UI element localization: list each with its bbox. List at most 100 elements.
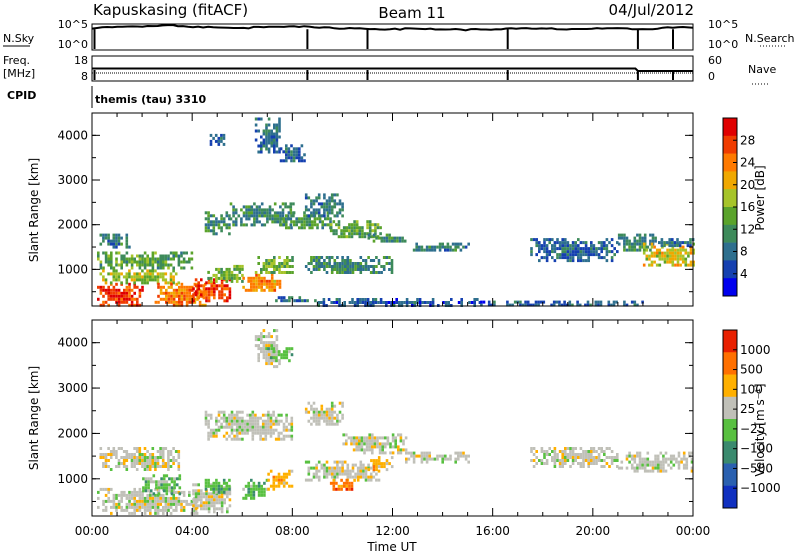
power-cell [372, 301, 375, 304]
power-cell [207, 214, 210, 218]
velocity-cell [104, 465, 108, 468]
power-cell [300, 220, 304, 224]
power-cell [333, 259, 337, 262]
power-cell [240, 223, 243, 227]
power-cell [233, 267, 236, 271]
velocity-cell [128, 505, 131, 509]
power-cell [284, 202, 287, 206]
velocity-cell [177, 465, 181, 468]
power-cell [545, 238, 549, 242]
velocity-cell [371, 448, 374, 452]
power-cell [548, 250, 551, 254]
velocity-cell [348, 487, 351, 491]
velocity-cell [345, 478, 349, 482]
power-cell [115, 297, 118, 301]
velocity-cell [222, 487, 226, 491]
power-cell [169, 251, 173, 255]
power-cell [282, 159, 285, 163]
velocity-cell [178, 474, 182, 478]
velocity-cell [228, 413, 231, 417]
power-cell [577, 250, 580, 254]
velocity-cell [360, 442, 364, 446]
velocity-cell [110, 511, 113, 515]
power-cell [385, 239, 389, 243]
power-cell [354, 265, 357, 268]
velocity-cell [288, 359, 291, 363]
power-cell [283, 262, 286, 265]
power-cell [300, 217, 304, 221]
power-cell [372, 298, 375, 301]
velocity-cell [571, 453, 575, 456]
power-cell [295, 223, 298, 227]
power-cell [151, 251, 155, 255]
power-cell [312, 202, 316, 206]
power-cell [336, 262, 339, 265]
power-cell [556, 247, 559, 251]
velocity-cell [238, 419, 242, 423]
velocity-cell [267, 356, 271, 360]
velocity-cell [143, 465, 147, 468]
power-cell [654, 236, 657, 240]
power-cell [266, 211, 269, 215]
power-cell [115, 263, 118, 267]
power-cell [102, 251, 105, 255]
power-cell [225, 214, 229, 218]
power-cell [228, 223, 231, 227]
velocity-cell [617, 466, 621, 470]
velocity-cell [215, 507, 219, 511]
velocity-cell [328, 419, 331, 423]
power-cell [579, 247, 583, 251]
velocity-cell [381, 445, 384, 449]
velocity-cell [269, 425, 273, 429]
velocity-cell [222, 410, 226, 414]
velocity-cell [217, 487, 221, 491]
velocity-cell [213, 498, 216, 502]
velocity-cell [356, 472, 360, 476]
velocity-cell [115, 456, 118, 459]
power-cell [603, 256, 606, 260]
velocity-cell [102, 487, 105, 491]
velocity-cell [636, 463, 639, 467]
power-cell [217, 226, 221, 230]
velocity-cell [104, 456, 108, 459]
power-cell [115, 272, 118, 276]
velocity-cell [210, 504, 213, 508]
power-cell [674, 248, 677, 252]
velocity-cell [151, 505, 155, 509]
power-cell [220, 267, 223, 271]
velocity-cell [107, 496, 110, 500]
velocity-cell [275, 335, 279, 339]
power-cell [658, 241, 661, 245]
power-cell [112, 278, 116, 282]
power-cell [209, 229, 213, 233]
power-cell [138, 275, 142, 279]
power-cell [278, 271, 281, 274]
power-cell [178, 291, 181, 295]
power-cell [282, 220, 285, 224]
power-cell [262, 265, 266, 268]
velocity-cell [175, 490, 178, 494]
power-cell [167, 257, 170, 261]
power-cell [141, 269, 144, 273]
power-cell [341, 268, 344, 271]
velocity-cell [182, 505, 186, 509]
power-cell [412, 248, 416, 252]
power-cell [623, 303, 626, 307]
velocity-cell [220, 490, 223, 494]
velocity-cell [213, 501, 216, 505]
velocity-cell [154, 499, 157, 503]
power-cell [348, 223, 351, 227]
velocity-cell [123, 508, 126, 512]
power-cell [545, 247, 549, 251]
power-cell [358, 226, 362, 230]
power-cell [674, 257, 677, 261]
power-cell [110, 257, 113, 261]
velocity-cell [117, 465, 121, 468]
velocity-cell [257, 490, 261, 494]
velocity-cell [259, 425, 262, 429]
power-cell [550, 303, 553, 307]
power-cell [320, 265, 324, 268]
power-cell [244, 288, 248, 292]
velocity-cell [597, 447, 601, 450]
velocity-cell [146, 450, 149, 453]
